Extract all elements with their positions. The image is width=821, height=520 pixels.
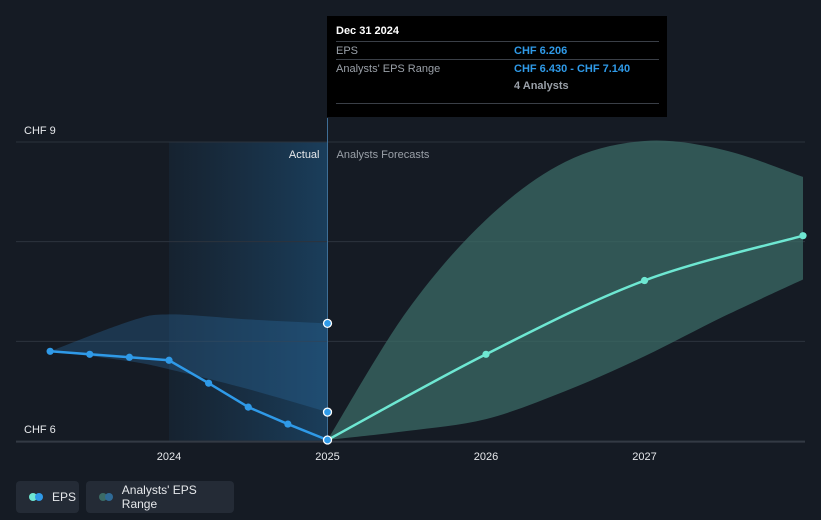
tooltip-range-label: Analysts' EPS Range (336, 62, 441, 75)
range-end-point (322, 318, 333, 329)
eps-legend-icon (29, 493, 45, 501)
tooltip-date: Dec 31 2024 (336, 25, 399, 37)
tooltip-divider (336, 103, 659, 104)
eps-forecast-line (326, 234, 804, 442)
forecast-eps-range-band (327, 140, 803, 441)
tooltip-eps-label: EPS (336, 44, 359, 57)
eps-actual-line (50, 350, 328, 442)
tooltip-eps-row: EPS CHF 6.206 (336, 41, 659, 59)
eps-actual-point (284, 420, 292, 428)
eps-forecast-point (799, 232, 807, 240)
legend-eps-button[interactable]: EPS (16, 481, 79, 513)
x-tick-label: 2024 (157, 451, 181, 463)
eps-forecast-point (640, 276, 649, 285)
y-tick-label: CHF 9 (24, 125, 56, 137)
range-bands (50, 140, 803, 441)
range-legend-icon (99, 493, 115, 501)
eps-actual-point (165, 356, 173, 364)
x-tick-label: 2025 (315, 451, 339, 463)
actual-region-highlight (169, 142, 328, 441)
hover-tooltip: Dec 31 2024 EPS CHF 6.206 Analysts' EPS … (327, 16, 667, 117)
eps-current-point (322, 435, 333, 445)
forecast-region-label: Analysts Forecasts (337, 149, 430, 161)
legend-eps-label: EPS (52, 490, 77, 504)
eps-points (46, 232, 807, 445)
eps-actual-point (205, 379, 213, 387)
tooltip-analysts-count: 4 Analysts (514, 79, 569, 92)
tooltip-range-row: Analysts' EPS Range CHF 6.430 - CHF 7.14… (336, 59, 659, 77)
x-tick-label: 2026 (474, 451, 498, 463)
actual-region-label: Actual (289, 149, 320, 161)
range-end-point (322, 407, 333, 417)
y-tick-label: CHF 6 (24, 424, 56, 436)
actual-eps-range-band (50, 314, 328, 413)
eps-forecast-point (482, 350, 490, 358)
legend-range-button[interactable]: Analysts' EPS Range (86, 481, 234, 513)
x-tick-label: 2027 (632, 451, 656, 463)
eps-actual-point (46, 347, 54, 355)
eps-actual-point (125, 353, 133, 361)
legend-range-label: Analysts' EPS Range (121, 483, 197, 511)
axis-labels: CHF 9 CHF 6 2024 2025 2026 2027 Actual Analysts… (24, 125, 657, 463)
tooltip-eps-value: CHF 6.206 (514, 44, 568, 57)
tooltip-analysts-row: 4 Analysts (336, 77, 659, 94)
tooltip-range-value: CHF 6.430 - CHF 7.140 (514, 62, 631, 75)
eps-lines (50, 234, 804, 442)
eps-actual-point (244, 403, 252, 411)
eps-actual-point (86, 350, 94, 358)
